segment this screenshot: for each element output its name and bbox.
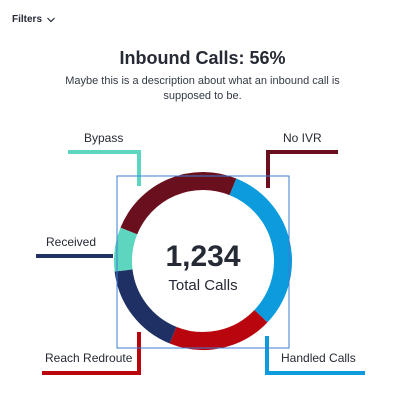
chart-description: Maybe this is a description about what a…: [65, 75, 340, 102]
legend-label-no-ivr: No IVR: [283, 131, 322, 145]
callout-line-reach-redroute: [42, 332, 141, 375]
callout-line-bypass: [68, 150, 141, 186]
total-calls-value: 1,234: [165, 240, 240, 273]
slice-bypass[interactable]: [114, 227, 138, 272]
selection-box: [116, 175, 290, 349]
filters-dropdown[interactable]: Filters: [12, 14, 56, 25]
slice-reach-redroute[interactable]: [169, 309, 268, 350]
slice-handled-calls[interactable]: [229, 178, 292, 323]
chart-title: Inbound Calls: 56%: [119, 48, 286, 68]
legend-label-bypass: Bypass: [84, 131, 123, 145]
filters-label: Filters: [12, 14, 43, 25]
callout-line-no-ivr: [266, 150, 338, 188]
legend-label-received: Received: [46, 235, 96, 249]
legend-label-reach-redroute: Reach Redroute: [45, 351, 133, 365]
total-calls-label: Total Calls: [168, 277, 237, 294]
legend-label-handled-calls: Handled Calls: [281, 351, 356, 365]
slice-no-ivr[interactable]: [120, 172, 237, 235]
slice-received[interactable]: [114, 269, 177, 344]
donut-segments: [114, 172, 292, 350]
chevron-down-icon: [47, 17, 55, 22]
